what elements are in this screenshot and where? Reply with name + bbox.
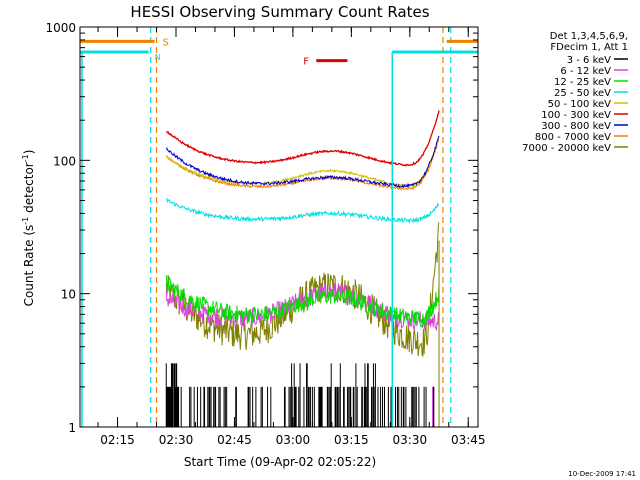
legend-label: 12 - 25 keV	[554, 77, 611, 88]
series-100-300-kev	[165, 110, 440, 167]
chart-axes: 1 10 100 1000 02:15 02:30 02:45 03:00 03:15 03:30…	[45, 21, 485, 447]
legend-label: 100 - 300 keV	[541, 110, 611, 121]
y-axis-label: Count Rate (s-1 detector-1)	[21, 150, 36, 307]
flag-s-label: S	[163, 37, 169, 48]
legend-label: 6 - 12 keV	[560, 66, 611, 77]
legend-label: 800 - 7000 keV	[535, 132, 611, 143]
chart-title: HESSI Observing Summary Count Rates	[130, 3, 429, 21]
legend-label: 25 - 50 keV	[554, 88, 611, 99]
legend-label: 3 - 6 keV	[567, 55, 611, 66]
series-300-800-kev	[165, 135, 440, 189]
series-50-100-kev	[165, 136, 440, 188]
legend-label: 7000 - 20000 keV	[522, 143, 611, 154]
x-tick-label: 03:45	[451, 433, 486, 447]
x-tick-label: 02:15	[100, 433, 135, 447]
chart-data-layer: SN F	[80, 27, 478, 427]
series-3-6-kev	[165, 363, 435, 427]
x-tick-label: 02:45	[217, 433, 252, 447]
legend-label: 50 - 100 keV	[548, 99, 612, 110]
y-tick-label: 100	[53, 154, 76, 168]
x-axis-label: Start Time (09-Apr-02 02:05:22)	[184, 455, 376, 469]
y-tick-label: 1	[68, 421, 76, 435]
y-tick-label: 10	[61, 288, 76, 302]
plot-frame	[79, 26, 479, 428]
timestamp-label: 10-Dec-2009 17:41	[568, 470, 636, 478]
series-7000-20000-kev	[165, 222, 440, 358]
legend-label: 300 - 800 keV	[541, 121, 611, 132]
y-tick-label: 1000	[45, 21, 76, 35]
x-tick-label: 03:00	[276, 433, 311, 447]
flag-f-label: F	[303, 57, 309, 68]
series-25-50-kev	[165, 197, 440, 224]
x-tick-label: 03:15	[334, 433, 369, 447]
x-tick-label: 02:30	[159, 433, 194, 447]
legend-header-line: FDecim 1, Att 1	[550, 42, 628, 53]
legend-header-line: Det 1,3,4,5,6,9,	[550, 31, 628, 42]
chart-legend: Det 1,3,4,5,6,9,FDecim 1, Att 1 3 - 6 keV…	[522, 31, 628, 154]
x-tick-label: 03:30	[393, 433, 428, 447]
series-12-25-kev	[165, 274, 440, 328]
flag-n-label: N	[155, 53, 161, 62]
